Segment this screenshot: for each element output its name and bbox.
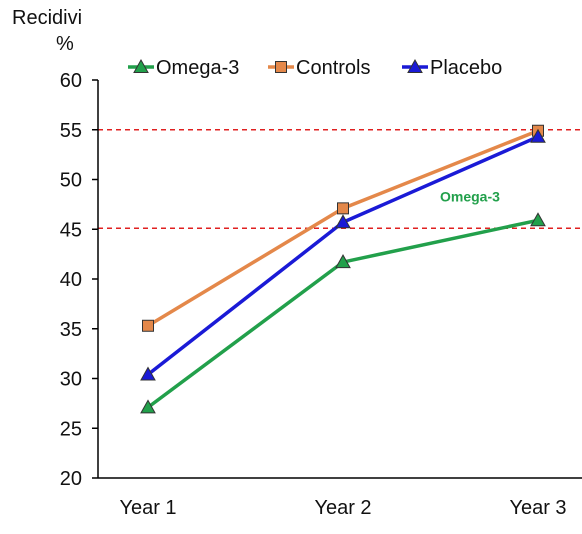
annotations: Omega-3 [440, 188, 500, 204]
axes: 20 25 30 35 40 45 50 55 60 Year 1 Year 2 Year 3 [60, 70, 582, 519]
legend-label-omega-3: Omega-3 [156, 57, 239, 79]
data-point-omega-3 [530, 212, 546, 227]
y-tick-label: 35 [60, 319, 82, 341]
y-tick-label: 40 [60, 269, 82, 291]
data-point-placebo [530, 128, 546, 143]
legend-marker-omega-3 [133, 58, 149, 73]
series-line-omega-3 [146, 218, 539, 409]
data-point-controls [337, 202, 349, 215]
legend-label-placebo: Placebo [430, 57, 502, 79]
y-axis-label-line2: % [56, 33, 74, 55]
series-group [140, 124, 546, 414]
data-point-placebo [140, 366, 156, 381]
legend-marker-placebo [407, 58, 423, 73]
annotation-label: Omega-3 [440, 188, 500, 204]
y-tick-label: 60 [60, 70, 82, 92]
y-tick-label: 50 [60, 170, 82, 192]
data-point-placebo [335, 214, 351, 229]
legend-label-controls: Controls [296, 57, 370, 79]
y-tick-label: 20 [60, 468, 82, 490]
x-tick-label: Year 3 [509, 497, 566, 519]
y-tick-label: 55 [60, 120, 82, 142]
x-tick-label: Year 2 [314, 497, 371, 519]
y-tick-label: 45 [60, 219, 82, 241]
data-point-controls [142, 319, 154, 332]
data-point-omega-3 [335, 254, 351, 269]
y-tick-label: 25 [60, 418, 82, 440]
x-tick-label: Year 1 [119, 497, 176, 519]
legend-marker-controls [275, 61, 287, 73]
y-tick-label: 30 [60, 369, 82, 391]
legend: Omega-3 Controls Placebo [128, 57, 502, 79]
data-point-omega-3 [140, 399, 156, 414]
y-axis-label-line1: Recidivi [12, 7, 82, 29]
